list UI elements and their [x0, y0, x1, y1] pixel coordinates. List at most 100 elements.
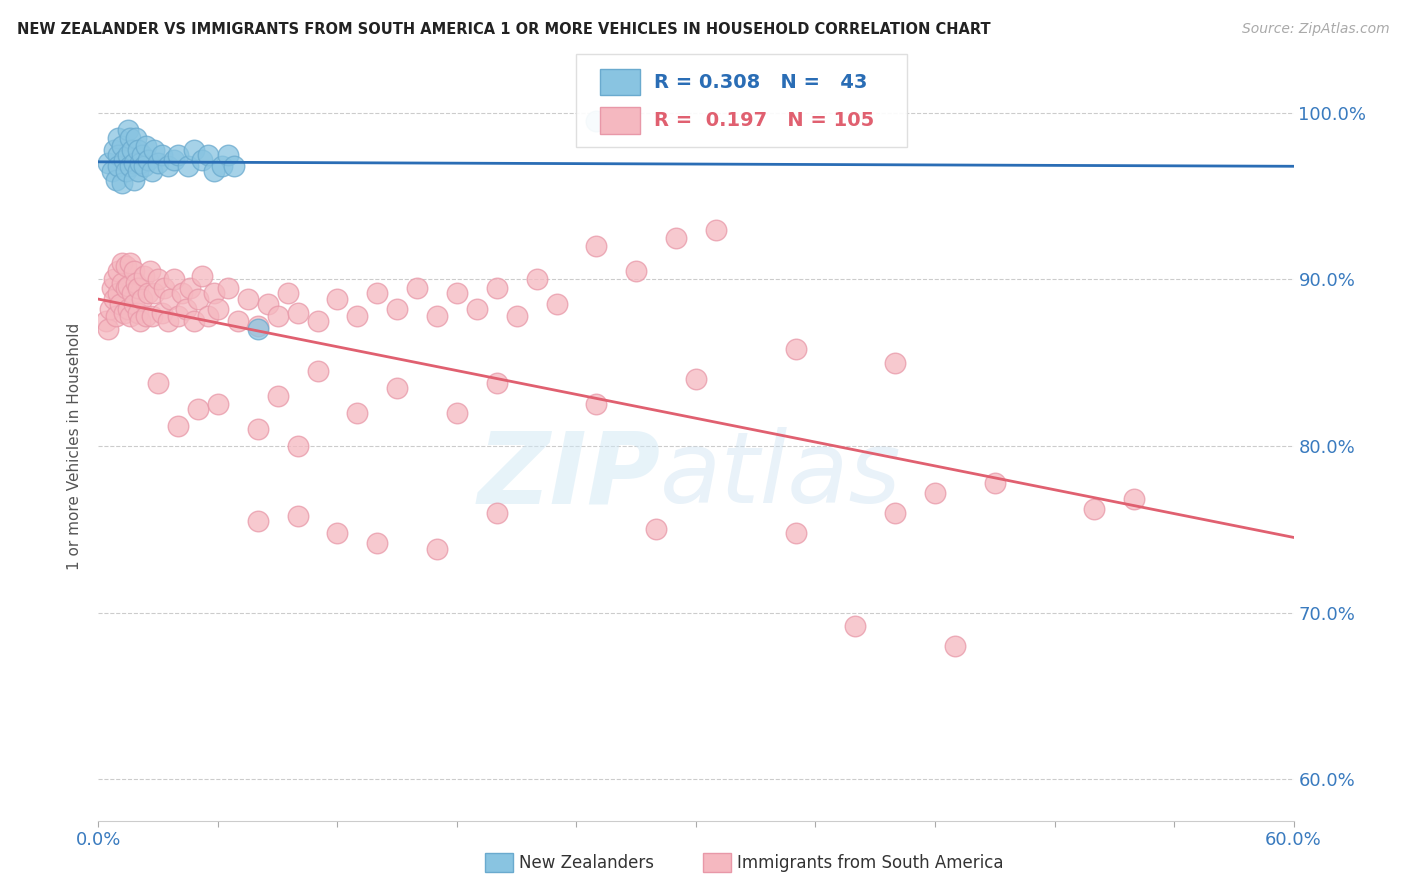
Point	[287, 439, 309, 453]
Point	[117, 302, 139, 317]
Point	[103, 143, 125, 157]
Point	[120, 256, 142, 270]
Point	[246, 422, 269, 436]
Point	[117, 279, 139, 293]
Point	[385, 302, 409, 317]
Point	[191, 153, 214, 167]
Point	[197, 147, 219, 161]
Point	[124, 172, 146, 186]
Point	[366, 285, 388, 300]
Point	[222, 159, 245, 173]
Point	[157, 314, 180, 328]
Point	[485, 506, 508, 520]
Point	[107, 159, 129, 173]
Point	[163, 272, 186, 286]
Point	[1083, 502, 1105, 516]
Point	[117, 122, 139, 136]
Point	[366, 535, 388, 549]
Point	[202, 164, 225, 178]
Point	[179, 281, 201, 295]
Point	[174, 302, 197, 317]
Point	[506, 309, 529, 323]
Point	[211, 159, 233, 173]
Point	[124, 264, 146, 278]
Point	[785, 525, 807, 540]
Point	[326, 525, 349, 540]
Point	[107, 264, 129, 278]
Point	[287, 508, 309, 523]
Point	[105, 309, 128, 323]
Point	[307, 364, 329, 378]
Point	[585, 239, 607, 253]
Point	[124, 156, 146, 170]
Point	[139, 264, 162, 278]
Point	[127, 281, 149, 295]
Point	[183, 143, 205, 157]
Point	[645, 522, 668, 536]
Point	[267, 389, 290, 403]
Point	[141, 309, 163, 323]
Point	[115, 259, 138, 273]
Point	[98, 302, 122, 317]
Point	[485, 376, 508, 390]
Point	[159, 293, 181, 307]
Y-axis label: 1 or more Vehicles in Household: 1 or more Vehicles in Household	[67, 322, 83, 570]
Point	[111, 256, 134, 270]
Point	[153, 281, 176, 295]
Point	[127, 143, 149, 157]
Point	[202, 285, 225, 300]
Point	[1123, 492, 1146, 507]
Point	[246, 319, 269, 334]
Point	[163, 153, 186, 167]
Point	[112, 306, 135, 320]
Point	[585, 397, 607, 411]
Point	[785, 343, 807, 357]
Point	[426, 309, 449, 323]
Point	[135, 139, 157, 153]
Text: ZIP: ZIP	[477, 427, 661, 524]
Point	[131, 293, 153, 307]
Point	[187, 402, 209, 417]
Point	[107, 285, 129, 300]
Point	[124, 297, 146, 311]
Point	[585, 114, 607, 128]
Point	[105, 172, 128, 186]
Text: NEW ZEALANDER VS IMMIGRANTS FROM SOUTH AMERICA 1 OR MORE VEHICLES IN HOUSEHOLD C: NEW ZEALANDER VS IMMIGRANTS FROM SOUTH A…	[17, 22, 990, 37]
Point	[141, 164, 163, 178]
Point	[129, 156, 152, 170]
Point	[177, 159, 200, 173]
Point	[101, 281, 124, 295]
Point	[172, 285, 194, 300]
Point	[267, 309, 290, 323]
Point	[426, 542, 449, 557]
Text: R = 0.308   N =   43: R = 0.308 N = 43	[654, 72, 868, 92]
Point	[111, 176, 134, 190]
Point	[326, 293, 349, 307]
Point	[121, 285, 143, 300]
Point	[150, 306, 173, 320]
Point	[136, 285, 159, 300]
Point	[127, 306, 149, 320]
Point	[207, 397, 229, 411]
Point	[111, 276, 134, 290]
Point	[183, 314, 205, 328]
Point	[120, 309, 142, 323]
Point	[665, 231, 688, 245]
Point	[546, 297, 568, 311]
Point	[103, 272, 125, 286]
Point	[226, 314, 249, 328]
Point	[167, 147, 190, 161]
Point	[115, 281, 138, 295]
Point	[277, 285, 299, 300]
Point	[884, 356, 907, 370]
Point	[307, 314, 329, 328]
Point	[287, 306, 309, 320]
Point	[446, 285, 468, 300]
Point	[131, 147, 153, 161]
Point	[943, 639, 966, 653]
Point	[125, 131, 148, 145]
Point	[117, 147, 139, 161]
Point	[704, 222, 727, 236]
Point	[984, 475, 1007, 490]
Point	[101, 164, 124, 178]
